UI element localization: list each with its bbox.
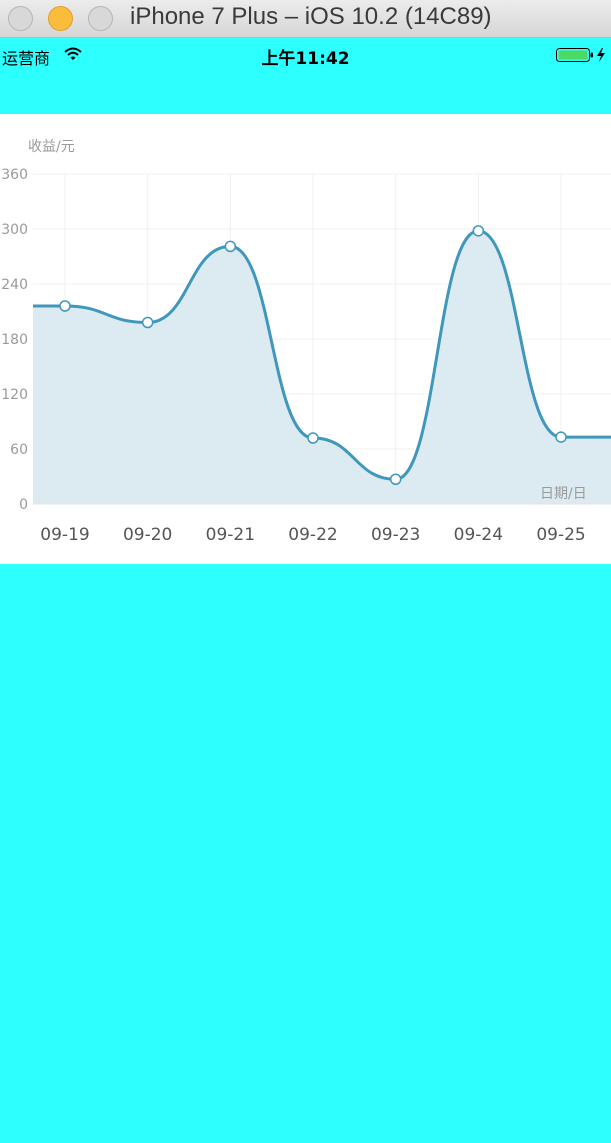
data-point bbox=[472, 225, 485, 237]
series-area bbox=[33, 230, 611, 504]
wifi-icon bbox=[64, 47, 82, 60]
data-point bbox=[224, 240, 237, 253]
x-tick-label: 09-23 bbox=[371, 525, 420, 545]
y-tick-label: 360 bbox=[1, 167, 28, 183]
window-close-button[interactable] bbox=[8, 6, 33, 31]
x-tick-label: 09-20 bbox=[123, 525, 172, 545]
data-point bbox=[141, 316, 154, 329]
y-tick-label: 240 bbox=[1, 277, 28, 293]
x-tick-label: 09-19 bbox=[40, 525, 89, 545]
y-axis-title: 收益/元 bbox=[28, 139, 75, 155]
battery-charging-icon bbox=[556, 48, 605, 62]
data-point bbox=[555, 431, 567, 443]
carrier-label: 运营商 bbox=[2, 49, 51, 68]
data-point bbox=[389, 473, 402, 485]
earnings-chart-card: 0 60 120 180 240 300 360 09-19 09-20 09-21 09-22 09… bbox=[0, 114, 611, 564]
y-tick-label: 60 bbox=[10, 442, 28, 458]
window-minimize-button[interactable] bbox=[48, 6, 73, 31]
y-tick-label: 300 bbox=[1, 222, 28, 238]
earnings-chart: 0 60 120 180 240 300 360 09-19 09-20 09-21 09-22 09… bbox=[1, 167, 611, 545]
window-title: iPhone 7 Plus – iOS 10.2 (14C89) bbox=[130, 3, 492, 30]
data-point bbox=[59, 300, 71, 312]
series-line bbox=[32, 229, 611, 481]
y-tick-label: 180 bbox=[1, 332, 28, 348]
data-point bbox=[307, 432, 319, 444]
x-tick-label: 09-25 bbox=[536, 525, 585, 545]
x-tick-label: 09-21 bbox=[206, 525, 255, 545]
x-tick-label: 09-24 bbox=[454, 525, 503, 545]
window-titlebar: iPhone 7 Plus – iOS 10.2 (14C89) bbox=[0, 0, 611, 38]
y-tick-label: 120 bbox=[1, 387, 28, 403]
x-axis-title: 日期/日 bbox=[540, 486, 587, 502]
window-zoom-button[interactable] bbox=[88, 6, 113, 31]
status-bar: 运营商 上午11:42 bbox=[0, 38, 611, 72]
status-time: 上午11:42 bbox=[261, 49, 350, 69]
x-tick-label: 09-22 bbox=[288, 525, 337, 545]
y-tick-label: 0 bbox=[19, 497, 28, 513]
